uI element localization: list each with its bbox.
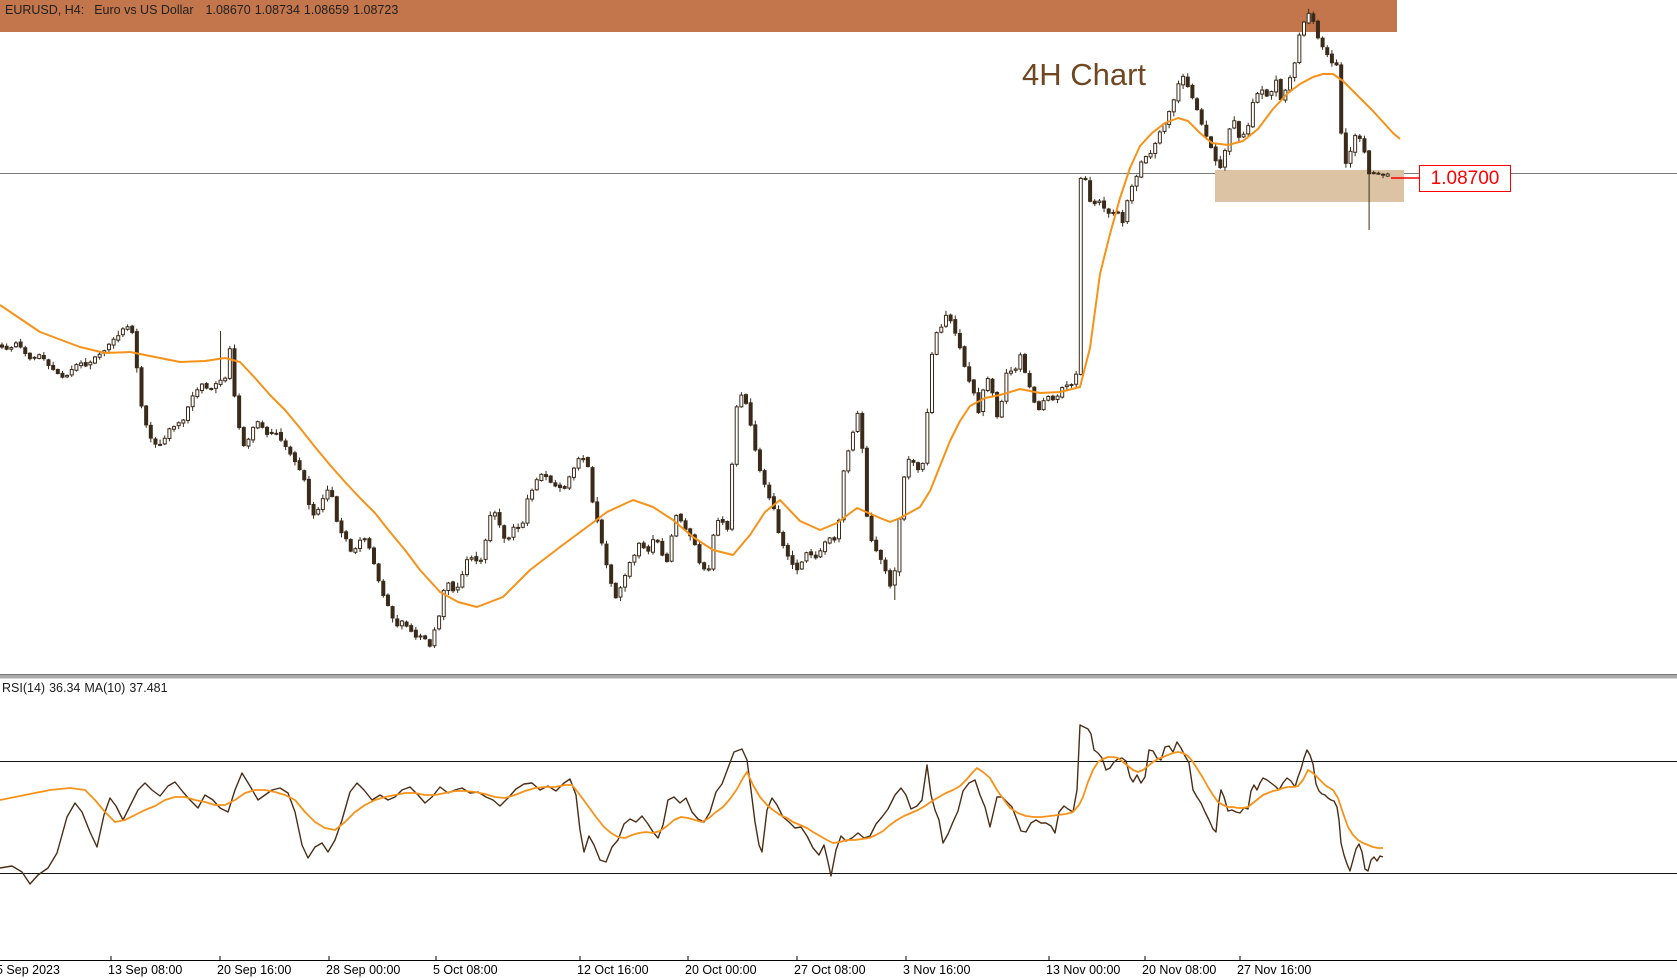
ohlc-high: 1.08734 <box>254 3 300 17</box>
x-axis-label: 3 Nov 16:00 <box>903 963 971 977</box>
candles <box>0 8 1390 649</box>
x-axis-label: 20 Oct 00:00 <box>685 963 757 977</box>
demand-zone-rect[interactable] <box>1215 170 1404 202</box>
rsi-name: RSI(14) <box>2 681 46 695</box>
rsi-line <box>0 724 1384 885</box>
x-axis-label: 13 Sep 08:00 <box>108 963 183 977</box>
rsi-ma-name: MA(10) <box>84 681 126 695</box>
panel-divider[interactable] <box>0 674 1677 675</box>
price-ma-line <box>0 73 1401 608</box>
rsi-ma-line <box>0 751 1383 849</box>
x-axis-label: 20 Nov 08:00 <box>1142 963 1217 977</box>
x-axis-label: 20 Sep 16:00 <box>217 963 292 977</box>
chart-title-instrument: Euro vs US Dollar <box>94 3 194 17</box>
panel-divider[interactable] <box>0 675 1677 678</box>
ohlc-close: 1.08723 <box>353 3 399 17</box>
rsi-value: 36.34 <box>49 681 81 695</box>
x-axis-label: 5 Oct 08:00 <box>433 963 498 977</box>
rsi-ma-value: 37.481 <box>129 681 168 695</box>
x-axis-label: 12 Oct 16:00 <box>577 963 649 977</box>
x-axis-label: 27 Oct 08:00 <box>794 963 866 977</box>
ohlc-low: 1.08659 <box>303 3 350 17</box>
x-axis-label: 13 Nov 00:00 <box>1046 963 1121 977</box>
x-axis-label: 28 Sep 00:00 <box>326 963 401 977</box>
chart-annotation-4h: 4H Chart <box>1022 57 1147 92</box>
x-axis-label: 27 Nov 16:00 <box>1237 963 1312 977</box>
chart-title: EURUSD, H4: Euro vs US Dollar 1.08670 1.087… <box>5 3 402 17</box>
x-axis-label: 5 Sep 2023 <box>0 963 60 977</box>
price-level-label[interactable]: 1.08700 <box>1419 165 1511 192</box>
rsi-indicator-label: RSI(14) 36.34 MA(10) 37.481 <box>2 681 172 695</box>
supply-zone-rect <box>0 0 1397 32</box>
chart-title-symbol: EURUSD, H4: <box>5 3 85 17</box>
ohlc-open: 1.08670 <box>205 3 251 17</box>
panel-divider[interactable] <box>0 678 1677 679</box>
